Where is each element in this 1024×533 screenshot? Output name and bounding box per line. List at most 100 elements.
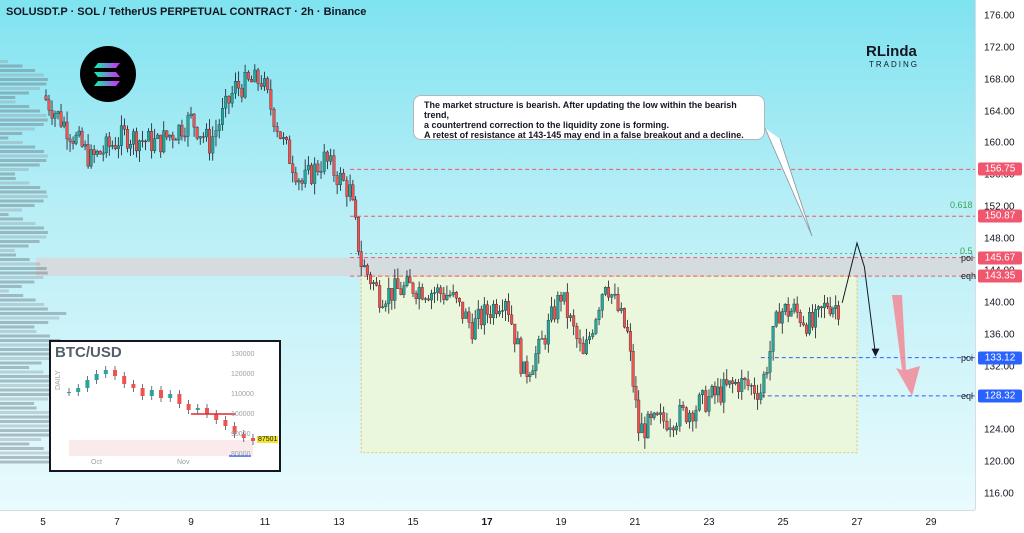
volume-profile-bar: [0, 339, 61, 342]
volume-profile-bar: [0, 87, 40, 90]
candle-body: [177, 124, 181, 140]
inset-candle: [223, 420, 228, 426]
candle-body: [183, 135, 187, 138]
volume-profile-bar: [0, 361, 42, 365]
volume-profile-bar: [0, 460, 68, 464]
candle-body: [771, 326, 775, 352]
candle-body: [159, 134, 163, 153]
volume-profile-bar: [0, 352, 64, 356]
volume-profile-bar: [0, 330, 37, 333]
candle-body: [375, 282, 379, 286]
inset-candle: [241, 434, 246, 438]
volume-profile-bar: [0, 280, 35, 284]
volume-profile-bar: [0, 91, 29, 95]
candle-body: [716, 386, 720, 396]
inset-candle: [251, 438, 255, 441]
price-tick: 116.00: [984, 488, 1014, 500]
candle-body: [671, 427, 675, 431]
candle-body: [646, 413, 650, 439]
candle-body: [668, 427, 672, 430]
candle-body: [789, 310, 793, 317]
volume-profile-bar: [0, 406, 37, 410]
candle-body: [613, 293, 617, 296]
volume-profile-bar: [0, 276, 44, 279]
inset-candle: [76, 388, 81, 392]
candle-body: [572, 315, 576, 327]
candle-body: [501, 310, 504, 312]
volume-profile-bar: [0, 402, 35, 405]
candle-body: [461, 301, 465, 319]
analysis-note: The market structure is bearish. After u…: [413, 95, 765, 140]
candle-body: [220, 108, 224, 125]
candle-body: [384, 303, 388, 307]
volume-profile-bar: [0, 370, 44, 374]
candle-body: [322, 151, 326, 172]
volume-profile-bar: [0, 127, 35, 131]
candle-body: [482, 304, 486, 326]
volume-profile-bar: [0, 105, 30, 108]
volume-profile-bar: [0, 375, 56, 378]
inset-price-tick: 130000: [231, 351, 255, 358]
candle-body: [569, 315, 572, 318]
candle-body: [688, 412, 692, 423]
volume-profile-bar: [0, 159, 47, 162]
candle-body: [795, 303, 799, 313]
candle-body: [470, 322, 474, 340]
price-tick: 168.00: [984, 74, 1015, 86]
volume-profile-bar: [0, 411, 51, 414]
brand-name: RLinda: [866, 43, 917, 60]
candle-body: [540, 338, 544, 340]
time-tick: 15: [407, 517, 419, 528]
volume-profile-bar: [0, 177, 16, 180]
candle-body: [467, 311, 471, 323]
volume-profile-bar: [0, 258, 30, 261]
candle-body: [297, 180, 301, 183]
candle-body: [319, 171, 323, 173]
candle-body: [516, 338, 520, 345]
volume-profile-bar: [0, 429, 64, 432]
volume-profile-bar: [0, 145, 36, 149]
candle-body: [189, 113, 193, 116]
poi-band: [36, 257, 975, 277]
candle-body: [488, 314, 492, 318]
candle-body: [89, 149, 93, 167]
volume-profile-bar: [0, 231, 48, 234]
candle-body: [643, 423, 647, 439]
candle-body: [300, 180, 304, 184]
time-tick: 27: [851, 517, 863, 528]
candle-body: [792, 303, 796, 312]
candle-body: [504, 301, 507, 311]
inset-candle: [67, 392, 71, 393]
candle-body: [186, 115, 190, 137]
volume-profile-bar: [0, 199, 44, 203]
note-pointer: [764, 127, 813, 237]
candle-body: [631, 351, 635, 387]
brand-logo: RLinda TRADING: [866, 43, 919, 69]
candle-body: [269, 89, 273, 110]
inset-candle: [177, 394, 182, 404]
candle-body: [491, 303, 495, 318]
candle-body: [822, 302, 826, 309]
time-tick: 29: [925, 517, 937, 528]
candle-body: [704, 390, 708, 412]
volume-profile-bar: [0, 307, 48, 311]
candle-body: [338, 172, 342, 186]
candle-body: [285, 137, 289, 141]
inset-candle: [85, 380, 90, 388]
candle-body: [649, 413, 653, 418]
candle-body: [230, 93, 234, 104]
candle-body: [728, 380, 732, 385]
candle-body: [243, 72, 247, 98]
level-name: poi: [961, 352, 974, 363]
candle-body: [513, 323, 517, 345]
time-axis[interactable]: [0, 510, 975, 533]
volume-profile-bar: [0, 298, 36, 302]
candle-body: [594, 319, 598, 334]
candle-body: [534, 353, 538, 371]
time-tick: 11: [259, 517, 271, 528]
candle-body: [266, 78, 270, 90]
volume-profile-bar: [0, 357, 55, 360]
inset-candle: [205, 408, 209, 414]
candle-body: [507, 301, 511, 315]
volume-profile-bar: [0, 415, 61, 419]
